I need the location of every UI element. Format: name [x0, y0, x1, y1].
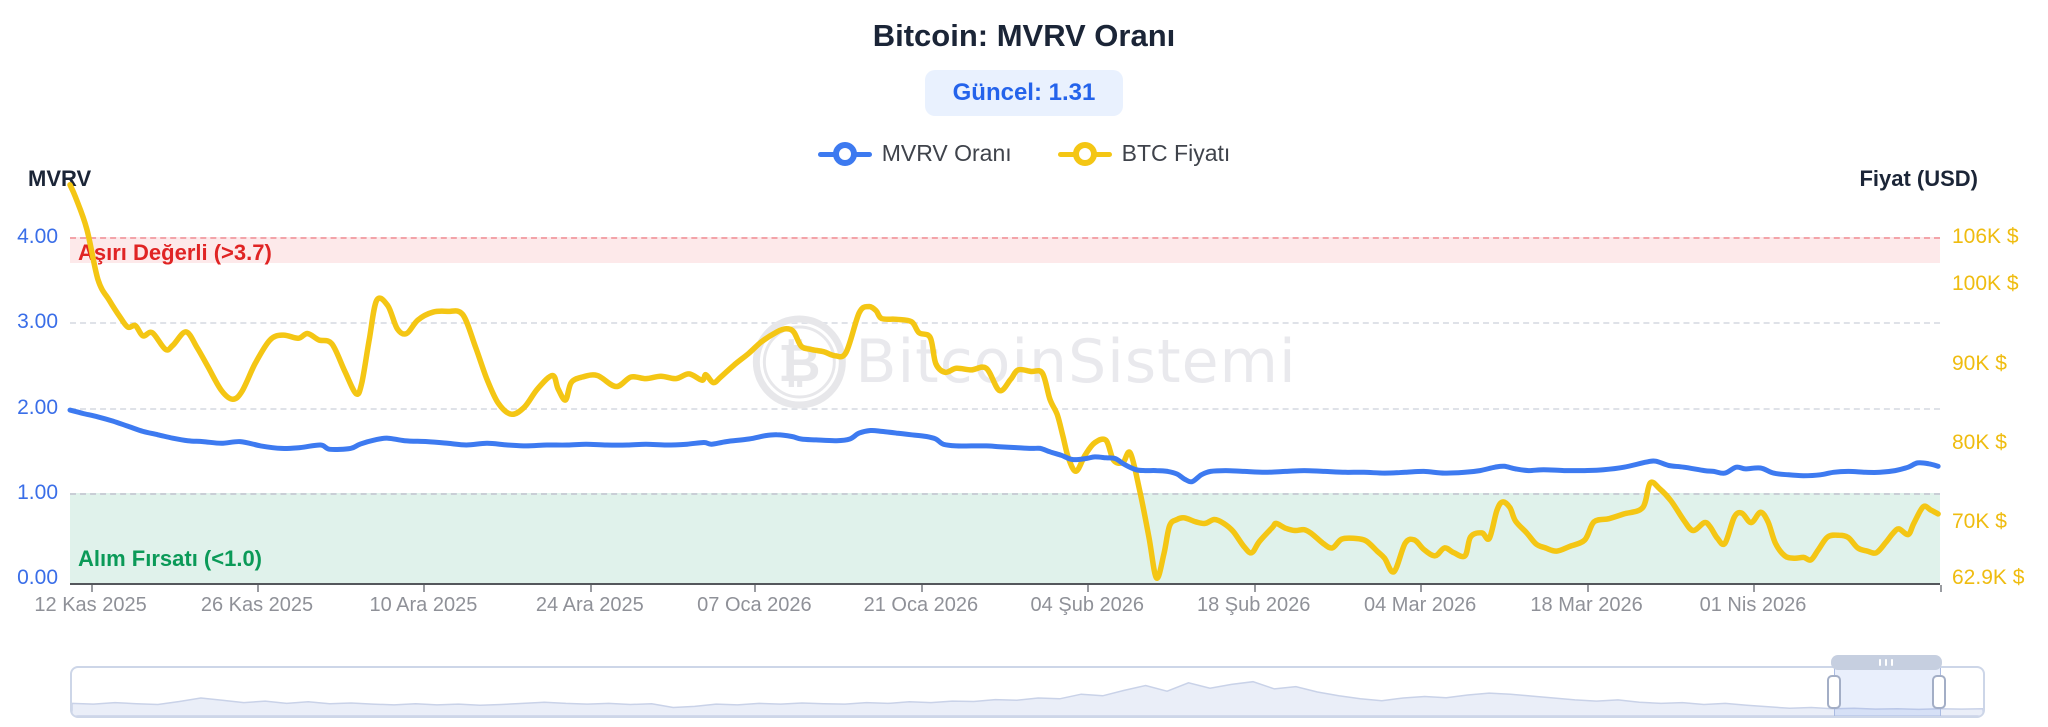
- left-axis-tick-label: 3.00: [17, 310, 58, 334]
- navigator-mini-chart: [72, 680, 1983, 716]
- navigator-area-series: [72, 680, 1983, 716]
- x-axis-tick-label: 04 Mar 2026: [1363, 594, 1477, 616]
- x-axis-tick-label: 21 Oca 2026: [863, 594, 979, 616]
- right-axis-tick-label: 90K $: [1952, 351, 2007, 375]
- x-axis-tick-label: 18 Mar 2026: [1530, 594, 1643, 616]
- x-axis-tickmark: [1420, 585, 1423, 592]
- navigator-selected-range[interactable]: [1833, 668, 1942, 716]
- mvrv-legend-marker-icon: [817, 141, 872, 166]
- right-axis-tick-label: 80K $: [1952, 430, 2007, 454]
- left-axis-tick-label: 1.00: [17, 480, 58, 504]
- legend-item-mvrv[interactable]: MVRV Oranı: [817, 140, 1012, 167]
- x-axis-tick-label: 01 Nis 2026: [1699, 594, 1807, 616]
- left-axis-tick-label: 2.00: [17, 395, 58, 419]
- navigator-left-handle[interactable]: [1826, 675, 1841, 709]
- mvrv-ratio-line-series[interactable]: [67, 407, 1941, 485]
- x-axis-tick-label: 24 Ara 2025: [535, 594, 644, 616]
- current-value-badge: Güncel: 1.31: [924, 70, 1124, 116]
- x-axis-tick-label: 12 Kas 2025: [34, 594, 147, 616]
- x-axis-tick-label: 04 Şub 2026: [1030, 594, 1144, 616]
- x-axis-tick-label: 10 Ara 2025: [369, 594, 478, 616]
- btc-legend-marker-icon: [1057, 141, 1112, 166]
- left-axis-title: MVRV: [28, 166, 92, 191]
- buy-opportunity-zone-band: [70, 492, 1940, 583]
- right-axis-title: Fiyat (USD): [1859, 166, 1978, 191]
- overvalued-zone-label: Aşırı Değerli (>3.7): [78, 240, 272, 265]
- buy-opportunity-zone-label: Alım Fırsatı (<1.0): [78, 546, 263, 571]
- navigator[interactable]: [70, 655, 1985, 718]
- x-axis-tickmark: [90, 585, 93, 592]
- legend-label-mvrv: MVRV Oranı: [881, 140, 1012, 166]
- x-axis-tickmark: [1087, 585, 1090, 592]
- x-axis-tick-label: 07 Oca 2026: [697, 594, 812, 616]
- chart-legend: MVRV Oranı BTC Fiyatı: [0, 140, 2048, 167]
- x-axis-tick-label: 18 Şub 2026: [1196, 594, 1311, 616]
- x-axis-tickmark: [754, 585, 757, 592]
- x-axis-tickmark: [257, 585, 259, 592]
- page-title: Bitcoin: MVRV Oranı: [872, 18, 1176, 53]
- overvalued-zone-band: [70, 237, 1940, 263]
- legend-item-btc[interactable]: BTC Fiyatı: [1057, 140, 1231, 167]
- left-axis-tick-label: 0.00: [17, 566, 58, 589]
- gridline: [70, 407, 1940, 410]
- legend-label-btc: BTC Fiyatı: [1121, 140, 1231, 166]
- x-axis-tickmark: [589, 585, 592, 592]
- x-axis-tickmark: [423, 585, 426, 592]
- navigator-right-handle[interactable]: [1932, 675, 1947, 709]
- gridline: [70, 322, 1940, 325]
- x-axis-tickmark: [920, 585, 923, 592]
- x-axis-tickmark: [1753, 585, 1755, 592]
- current-value-row: Güncel: 1.31: [0, 70, 2048, 116]
- right-axis-tick-label: 62.9K $: [1952, 566, 2025, 589]
- btc-price-line-series[interactable]: [67, 182, 1941, 581]
- right-axis-tick-label: 70K $: [1952, 509, 2007, 533]
- x-axis-tickmark: [1586, 585, 1589, 592]
- navigator-drag-grip[interactable]: [1830, 655, 1943, 670]
- x-axis-tickmark: [1253, 585, 1256, 592]
- right-axis-tick-label: 106K $: [1952, 225, 2019, 248]
- x-axis-tick-label: 26 Kas 2025: [200, 594, 314, 616]
- right-axis-tick-label: 100K $: [1952, 272, 2019, 296]
- left-axis-tick-label: 4.00: [17, 225, 58, 248]
- x-axis-line: [70, 583, 1940, 585]
- x-axis-tickmark: [1940, 585, 1942, 592]
